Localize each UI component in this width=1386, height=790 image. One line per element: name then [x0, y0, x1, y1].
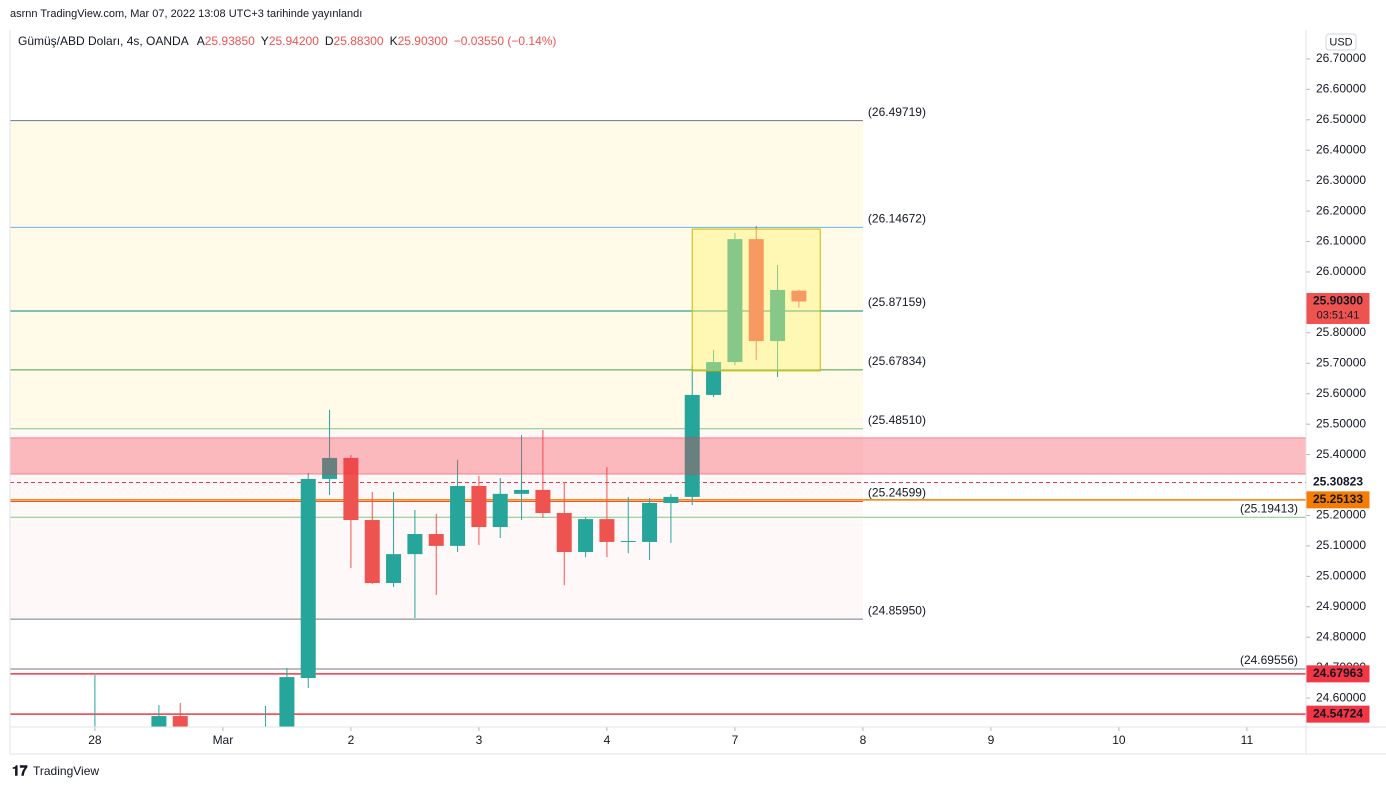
price-label: 25.25133 [1313, 492, 1363, 506]
candle-body [535, 489, 551, 514]
y-tick-label: 25.50000 [1316, 416, 1366, 430]
legend-key: A [197, 34, 205, 48]
y-tick-label: 25.00000 [1316, 569, 1366, 583]
legend-symbol: Gümüş/ABD Doları, 4s, OANDA [18, 34, 189, 48]
candle-body [471, 485, 487, 528]
fib-level-label: (25.67834) [868, 354, 926, 368]
fib-level-label: (24.69556) [1240, 653, 1298, 667]
legend-value: 25.88300 [334, 34, 384, 48]
currency: USD [1329, 36, 1352, 48]
y-tick-label: 25.80000 [1316, 325, 1366, 339]
axes: 24.6000024.7000024.8000024.9000025.00000… [88, 51, 1370, 747]
candle-body [428, 534, 444, 546]
candle-body [727, 239, 743, 363]
legend: Gümüş/ABD Doları, 4s, OANDA A25.93850 Y25.… [18, 34, 556, 48]
legend-change: −0.03550 (−0.14%) [454, 34, 557, 48]
candle-body [642, 502, 658, 542]
x-tick-label: 10 [1112, 733, 1126, 747]
x-tick-label: 3 [476, 733, 483, 747]
candle-body [343, 457, 359, 521]
highlight-box [691, 228, 821, 372]
y-tick-label: 26.60000 [1316, 82, 1366, 96]
x-tick-label: 11 [1241, 733, 1254, 747]
y-tick-label: 25.70000 [1316, 355, 1366, 369]
y-tick-label: 24.60000 [1316, 690, 1366, 704]
candle-body [258, 732, 273, 744]
y-tick-label: 26.40000 [1316, 142, 1366, 156]
price-label-box [1306, 491, 1370, 509]
y-tick-label: 25.40000 [1316, 447, 1366, 461]
candle-body [556, 513, 572, 552]
x-tick-label: 2 [348, 733, 355, 747]
price-label-box [1306, 474, 1370, 492]
candle-body [791, 290, 807, 302]
fib-level-label: (25.19413) [1240, 501, 1298, 515]
x-tick-label: 8 [860, 733, 867, 747]
price-label-box [1306, 665, 1370, 683]
y-tick-label: 25.20000 [1316, 508, 1366, 522]
candle-body [279, 677, 295, 727]
fib-level-label: (25.87159) [868, 295, 926, 309]
x-tick-label: 4 [604, 733, 611, 747]
x-tick-label: 9 [988, 733, 995, 747]
fib-level-label: (24.85950) [868, 603, 926, 617]
legend-value: 25.94200 [269, 34, 319, 48]
y-tick-label: 26.50000 [1316, 112, 1366, 126]
price-label: 24.67963 [1313, 666, 1363, 680]
y-tick-label: 26.70000 [1316, 51, 1366, 65]
candle-body [492, 493, 508, 528]
legend-value: 25.90300 [398, 34, 448, 48]
price-label: 24.54724 [1313, 706, 1363, 720]
resistance-zone [10, 437, 1306, 475]
candle-body [706, 362, 722, 395]
legend-key: D [325, 34, 334, 48]
y-tick-label: 25.10000 [1316, 538, 1366, 552]
y-tick-label: 26.00000 [1316, 264, 1366, 278]
candle-body [407, 534, 423, 555]
candle-body [364, 520, 380, 584]
x-tick-label: 28 [88, 733, 102, 747]
candle-body [578, 519, 594, 552]
y-tick-label: 25.60000 [1316, 386, 1366, 400]
y-tick-label: 26.20000 [1316, 203, 1366, 217]
price-label: 25.30823 [1313, 475, 1363, 489]
fib-level-label: (25.48510) [868, 413, 926, 427]
legend-key: Y [261, 34, 269, 48]
candle-body [172, 716, 188, 727]
candle-body [386, 554, 402, 584]
candle-body [684, 394, 700, 497]
candle-body [599, 519, 615, 542]
fib-level-label: (25.24599) [868, 486, 926, 500]
candle-body [450, 485, 466, 546]
price-label-box [1306, 705, 1370, 723]
footer-logo: 𝟏𝟕 [12, 763, 28, 779]
candle-body [663, 496, 679, 503]
price-label-box [1306, 292, 1370, 324]
header: asrnn TradingView.com, Mar 07, 2022 13:0… [10, 8, 362, 20]
y-tick-label: 26.10000 [1316, 234, 1366, 248]
candle-body [151, 716, 167, 727]
fib-level-label: (26.49719) [868, 105, 926, 119]
x-tick-label: Mar [213, 733, 234, 747]
footer: TradingView [33, 764, 99, 778]
plot: (26.49719) (26.14672) (25.87159) (25.67834)… [10, 105, 1306, 744]
countdown: 03:51:41 [1317, 309, 1360, 321]
candle-body [770, 289, 786, 342]
legend-key: K [390, 34, 398, 48]
y-tick-label: 24.80000 [1316, 629, 1366, 643]
legend-value: 25.93850 [205, 34, 255, 48]
price-label: 25.90300 [1313, 294, 1363, 308]
y-tick-label: 24.90000 [1316, 599, 1366, 613]
candle-body [620, 541, 636, 543]
candle-body [514, 489, 530, 494]
fib-level-label: (26.14672) [868, 211, 926, 225]
candle-body [300, 478, 316, 678]
candle-body [748, 239, 764, 342]
y-tick-label: 26.30000 [1316, 173, 1366, 187]
currency-box [1325, 33, 1357, 51]
x-tick-label: 7 [732, 733, 739, 747]
